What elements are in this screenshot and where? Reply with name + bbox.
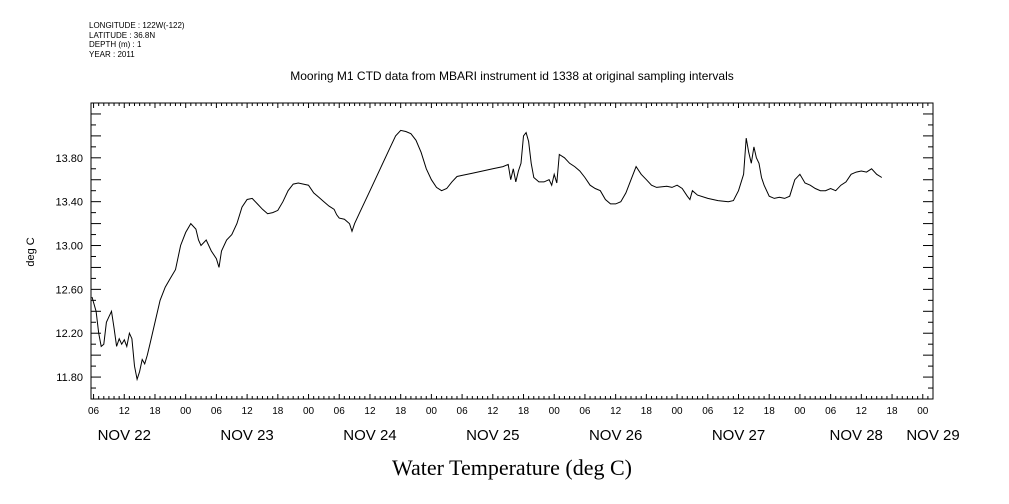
x-hour-tick-label: 12 <box>487 406 499 417</box>
x-hour-tick-label: 12 <box>364 406 376 417</box>
x-hour-tick-label: 06 <box>702 406 714 417</box>
depth-label: DEPTH (m) : 1 <box>89 40 142 49</box>
x-day-label: NOV 23 <box>220 427 273 444</box>
x-hour-tick-label: 00 <box>794 406 806 417</box>
x-day-label: NOV 25 <box>466 427 519 444</box>
y-tick-label: 13.00 <box>55 241 83 253</box>
x-day-label: NOV 28 <box>830 427 883 444</box>
x-day-label: NOV 27 <box>712 427 765 444</box>
x-hour-tick-label: 12 <box>119 406 131 417</box>
x-hour-tick-label: 18 <box>764 406 776 417</box>
x-day-label: NOV 22 <box>98 427 151 444</box>
y-axis-label: deg C <box>25 237 37 266</box>
x-tick-labels: 06 12 18 00 06 12 18 00 06 12 18 00 06 12 18 00 06 12 18 00… <box>88 406 929 417</box>
x-hour-tick-label: 18 <box>641 406 653 417</box>
x-hour-tick-label: 00 <box>303 406 315 417</box>
y-tick-label: 11.80 <box>56 372 83 384</box>
x-hour-tick-label: 12 <box>733 406 745 417</box>
x-hour-tick-label: 00 <box>426 406 438 417</box>
metadata-block: LONGITUDE : 122W(-122) LATITUDE : 36.8N … <box>89 21 185 59</box>
x-hour-tick-label: 12 <box>856 406 868 417</box>
y-tick-label: 12.20 <box>55 328 83 340</box>
x-hour-tick-label: 18 <box>395 406 407 417</box>
x-day-labels: NOV 22 NOV 23 NOV 24 NOV 25 NOV 26 NOV 27 NOV … <box>98 427 960 444</box>
x-day-label: NOV 26 <box>589 427 642 444</box>
x-hour-tick-label: 00 <box>549 406 561 417</box>
x-day-label: NOV 29 <box>906 427 959 444</box>
temperature-series-line <box>91 129 883 382</box>
x-day-label: NOV 24 <box>343 427 396 444</box>
x-hour-tick-label: 06 <box>211 406 223 417</box>
x-hour-tick-label: 06 <box>457 406 469 417</box>
x-hour-tick-label: 18 <box>149 406 161 417</box>
x-hour-tick-label: 18 <box>886 406 898 417</box>
y-tick-label: 13.40 <box>55 197 83 209</box>
y-tick-label: 13.80 <box>55 153 83 165</box>
tick-marks <box>91 103 934 399</box>
y-tick-labels: 11.80 12.20 12.60 13.00 13.40 13.80 <box>55 153 83 384</box>
x-hour-tick-label: 00 <box>917 406 929 417</box>
latitude-label: LATITUDE : 36.8N <box>89 30 156 40</box>
x-hour-tick-label: 12 <box>610 406 622 417</box>
longitude-label: LONGITUDE : 122W(-122) <box>89 21 185 30</box>
x-hour-tick-label: 06 <box>334 406 346 417</box>
plot-frame <box>90 102 934 400</box>
y-tick-label: 12.60 <box>55 284 83 296</box>
year-label: YEAR : 2011 <box>89 49 135 59</box>
x-hour-tick-label: 12 <box>242 406 254 417</box>
x-hour-tick-label: 06 <box>825 406 837 417</box>
x-hour-tick-label: 18 <box>272 406 284 417</box>
x-hour-tick-label: 06 <box>88 406 100 417</box>
x-hour-tick-label: 06 <box>579 406 591 417</box>
x-hour-tick-label: 00 <box>672 406 684 417</box>
x-hour-tick-label: 18 <box>518 406 530 417</box>
chart-title: Mooring M1 CTD data from MBARI instrumen… <box>290 69 734 83</box>
x-axis-label: Water Temperature (deg C) <box>392 455 632 480</box>
x-hour-tick-label: 00 <box>180 406 192 417</box>
